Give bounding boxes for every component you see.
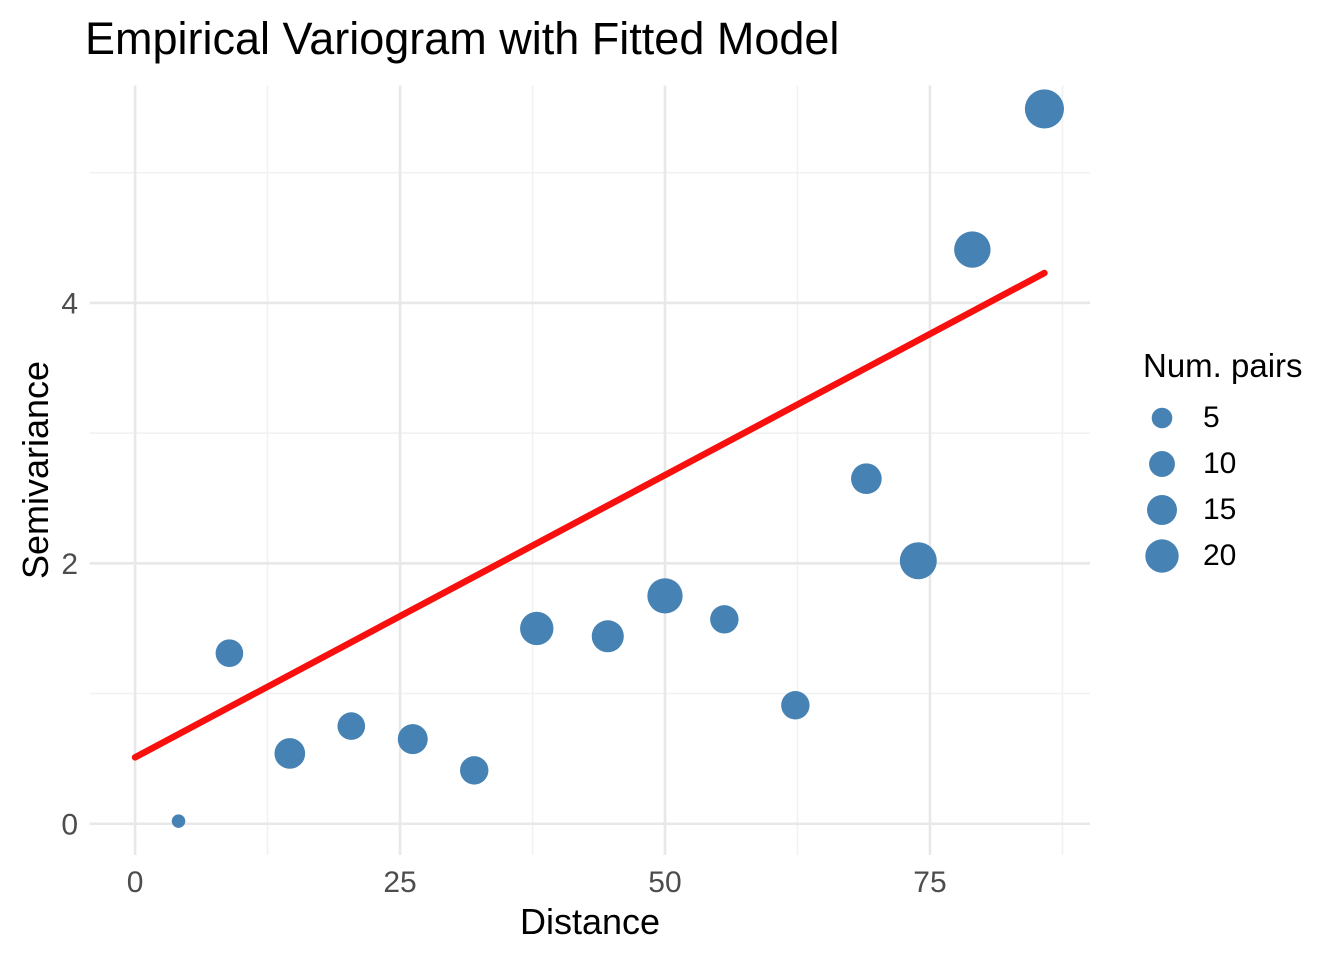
data-point — [337, 712, 366, 740]
data-point — [460, 756, 489, 785]
data-point — [1024, 89, 1065, 129]
data-point — [215, 639, 244, 667]
data-point — [520, 611, 554, 646]
legend-title: Num. pairs — [1143, 347, 1303, 384]
legend-item: 10 — [1141, 441, 1341, 487]
x-tick-label: 0 — [127, 866, 144, 899]
x-tick-label: 25 — [383, 866, 416, 899]
legend-size-circle — [1145, 539, 1179, 573]
data-point — [274, 738, 306, 769]
data-point — [851, 463, 882, 495]
y-tick-label: 0 — [61, 808, 78, 841]
legend-size-circle-icon — [1151, 407, 1173, 429]
legend-item-label: 5 — [1203, 401, 1220, 434]
plot-title: Empirical Variogram with Fitted Model — [85, 13, 840, 64]
legend-size-circle-icon — [1149, 451, 1175, 477]
data-point — [397, 724, 428, 755]
y-tick-label: 2 — [61, 548, 78, 581]
data-point — [954, 231, 991, 268]
data-point — [710, 605, 739, 634]
data-point — [647, 578, 683, 614]
data-point — [781, 691, 810, 720]
legend-item: 5 — [1141, 395, 1341, 441]
data-point — [171, 814, 186, 828]
y-axis-title: Semivariance — [15, 360, 56, 580]
data-point — [591, 620, 624, 653]
legend-item-label: 15 — [1203, 493, 1237, 526]
data-point — [899, 542, 937, 580]
x-axis-title: Distance — [519, 901, 661, 942]
y-tick-label: 4 — [61, 287, 78, 320]
x-tick-label: 75 — [913, 866, 946, 899]
legend-size-circle-icon — [1147, 495, 1177, 525]
legend-item: 15 — [1141, 487, 1341, 533]
legend-item-label: 20 — [1203, 539, 1237, 572]
legend-size-circle — [1151, 407, 1173, 429]
legend-item: 20 — [1141, 533, 1341, 579]
size-legend: Num. pairs 5 10 15 20 — [1141, 347, 1341, 579]
fitted-line — [131, 269, 1048, 761]
x-tick-label: 50 — [648, 866, 681, 899]
legend-item-label: 10 — [1203, 447, 1237, 480]
legend-size-circle-icon — [1145, 539, 1179, 573]
legend-size-circle — [1149, 451, 1175, 477]
legend-items: 5 10 15 20 — [1141, 395, 1341, 579]
legend-size-circle — [1147, 495, 1177, 525]
